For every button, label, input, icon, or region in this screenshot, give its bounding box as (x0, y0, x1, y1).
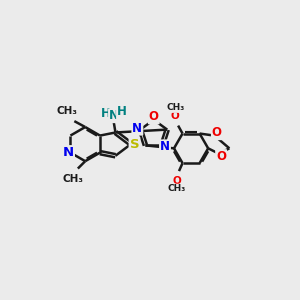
Text: S: S (130, 138, 139, 151)
Text: H: H (117, 105, 127, 119)
Text: O: O (212, 126, 222, 139)
Text: H: H (101, 107, 111, 120)
Text: CH₃: CH₃ (63, 174, 84, 184)
Text: O: O (172, 176, 181, 186)
Text: N: N (132, 122, 142, 135)
Text: N: N (63, 146, 74, 159)
Text: O: O (171, 111, 180, 121)
Text: N: N (160, 140, 170, 153)
Text: CH₃: CH₃ (167, 184, 186, 193)
Text: CH₃: CH₃ (166, 103, 184, 112)
Text: O: O (216, 150, 226, 163)
Text: N: N (109, 109, 119, 122)
Text: O: O (149, 110, 159, 123)
Text: CH₃: CH₃ (56, 106, 77, 116)
